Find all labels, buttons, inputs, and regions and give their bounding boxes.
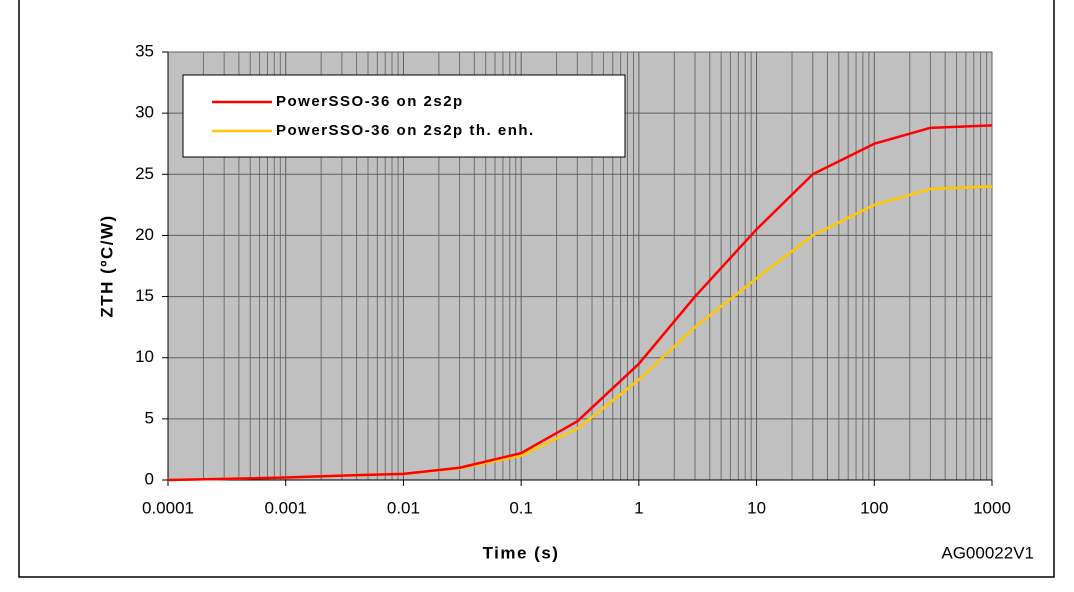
x-tick-label: 0.1 [509,498,533,517]
y-tick-label: 0 [145,469,154,488]
x-tick-label: 0.001 [264,498,307,517]
annotation: AG00022V1 [941,543,1034,562]
x-tick-label: 0.01 [387,498,420,517]
x-tick-label: 0.0001 [142,498,194,517]
legend-label: PowerSSO-36 on 2s2p [276,93,464,110]
x-tick-label: 1000 [973,498,1011,517]
y-tick-label: 30 [135,103,154,122]
y-tick-label: 35 [135,41,154,60]
y-tick-label: 20 [135,225,154,244]
y-tick-label: 25 [135,164,154,183]
x-tick-label: 1 [634,498,643,517]
x-tick-label: 100 [860,498,888,517]
y-tick-label: 10 [135,347,154,366]
y-tick-label: 15 [135,286,154,305]
x-tick-label: 10 [747,498,766,517]
y-tick-label: 5 [145,408,154,427]
legend-label: PowerSSO-36 on 2s2p th. enh. [276,122,535,139]
y-axis-label: ZTH (ºC/W) [97,214,116,317]
legend [182,74,626,158]
series-line [167,124,993,482]
x-axis-label: Time (s) [483,543,560,562]
frame [18,0,1055,578]
